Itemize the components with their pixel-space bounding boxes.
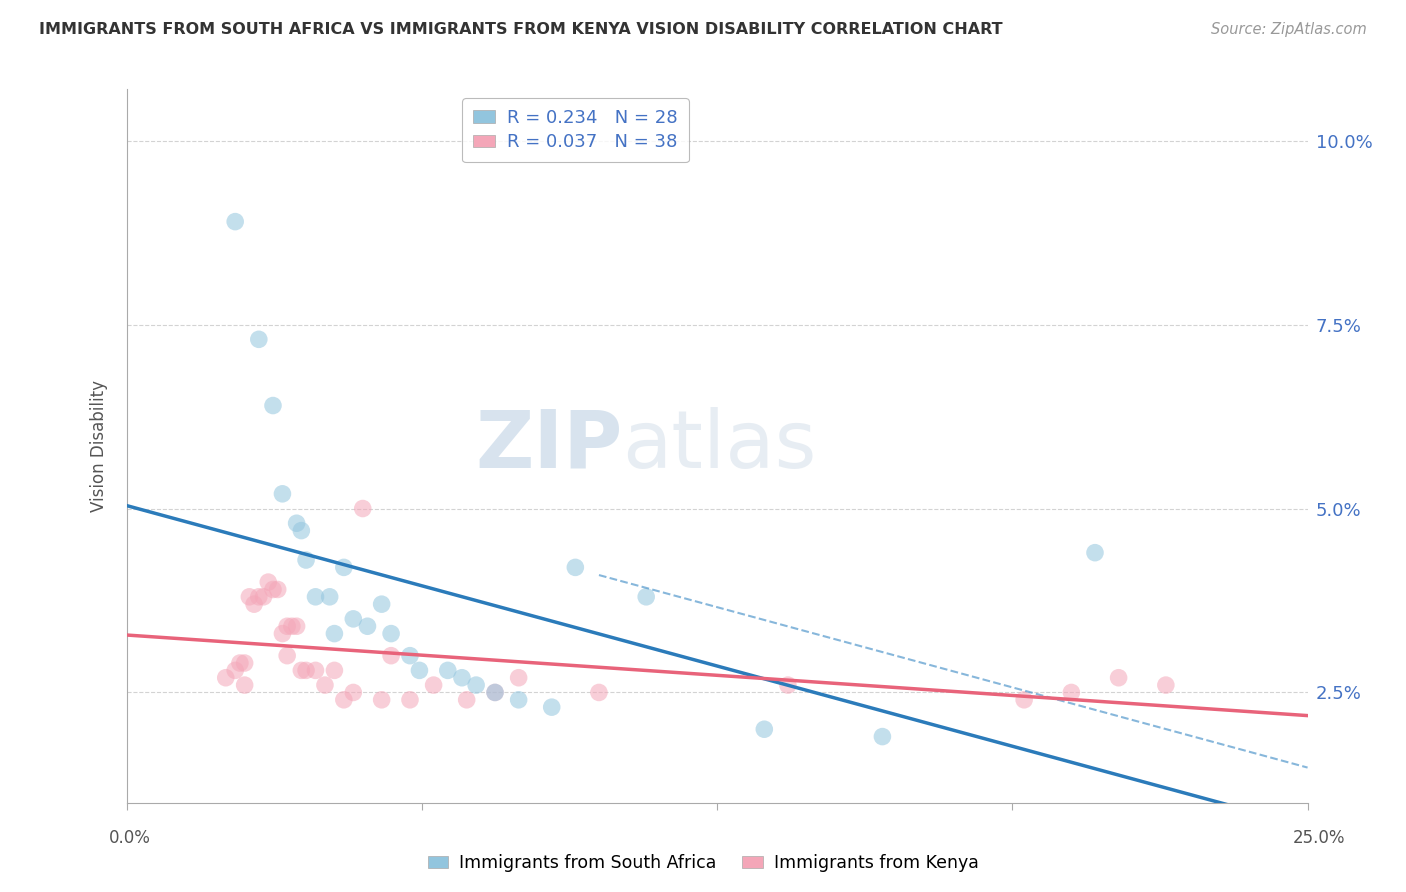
- Point: [456, 693, 478, 707]
- Point: [342, 612, 364, 626]
- Point: [271, 487, 294, 501]
- Point: [304, 590, 326, 604]
- Point: [224, 214, 246, 228]
- Point: [484, 685, 506, 699]
- Point: [271, 626, 294, 640]
- Point: [1012, 693, 1035, 707]
- Point: [295, 553, 318, 567]
- Point: [247, 590, 270, 604]
- Point: [356, 619, 378, 633]
- Point: [276, 619, 298, 633]
- Point: [224, 664, 246, 678]
- Point: [267, 582, 290, 597]
- Text: Source: ZipAtlas.com: Source: ZipAtlas.com: [1211, 22, 1367, 37]
- Point: [370, 597, 392, 611]
- Point: [1084, 546, 1107, 560]
- Point: [540, 700, 562, 714]
- Point: [233, 678, 256, 692]
- Point: [215, 671, 238, 685]
- Point: [252, 590, 274, 604]
- Point: [285, 619, 308, 633]
- Point: [380, 626, 402, 640]
- Point: [422, 678, 444, 692]
- Point: [508, 671, 530, 685]
- Legend: Immigrants from South Africa, Immigrants from Kenya: Immigrants from South Africa, Immigrants…: [420, 847, 986, 879]
- Point: [1060, 685, 1083, 699]
- Point: [333, 693, 356, 707]
- Point: [285, 516, 308, 531]
- Point: [290, 664, 312, 678]
- Point: [304, 664, 326, 678]
- Point: [290, 524, 312, 538]
- Point: [318, 590, 340, 604]
- Point: [370, 693, 392, 707]
- Point: [508, 693, 530, 707]
- Point: [564, 560, 586, 574]
- Text: atlas: atlas: [623, 407, 817, 485]
- Point: [314, 678, 336, 692]
- Point: [408, 664, 430, 678]
- Point: [636, 590, 658, 604]
- Text: 0.0%: 0.0%: [108, 829, 150, 847]
- Point: [262, 582, 284, 597]
- Point: [323, 626, 346, 640]
- Point: [1108, 671, 1130, 685]
- Point: [352, 501, 374, 516]
- Point: [281, 619, 304, 633]
- Point: [233, 656, 256, 670]
- Point: [399, 693, 422, 707]
- Legend: R = 0.234   N = 28, R = 0.037   N = 38: R = 0.234 N = 28, R = 0.037 N = 38: [463, 98, 689, 162]
- Point: [276, 648, 298, 663]
- Text: ZIP: ZIP: [475, 407, 623, 485]
- Text: IMMIGRANTS FROM SOUTH AFRICA VS IMMIGRANTS FROM KENYA VISION DISABILITY CORRELAT: IMMIGRANTS FROM SOUTH AFRICA VS IMMIGRAN…: [39, 22, 1002, 37]
- Point: [776, 678, 799, 692]
- Y-axis label: Vision Disability: Vision Disability: [90, 380, 108, 512]
- Point: [257, 575, 280, 590]
- Point: [262, 399, 284, 413]
- Point: [465, 678, 488, 692]
- Point: [323, 664, 346, 678]
- Point: [247, 332, 270, 346]
- Point: [451, 671, 474, 685]
- Text: 25.0%: 25.0%: [1292, 829, 1346, 847]
- Point: [588, 685, 610, 699]
- Point: [436, 664, 458, 678]
- Point: [399, 648, 422, 663]
- Point: [295, 664, 318, 678]
- Point: [754, 723, 776, 737]
- Point: [243, 597, 266, 611]
- Point: [380, 648, 402, 663]
- Point: [229, 656, 252, 670]
- Point: [238, 590, 260, 604]
- Point: [872, 730, 894, 744]
- Point: [484, 685, 506, 699]
- Point: [333, 560, 356, 574]
- Point: [342, 685, 364, 699]
- Point: [1154, 678, 1177, 692]
